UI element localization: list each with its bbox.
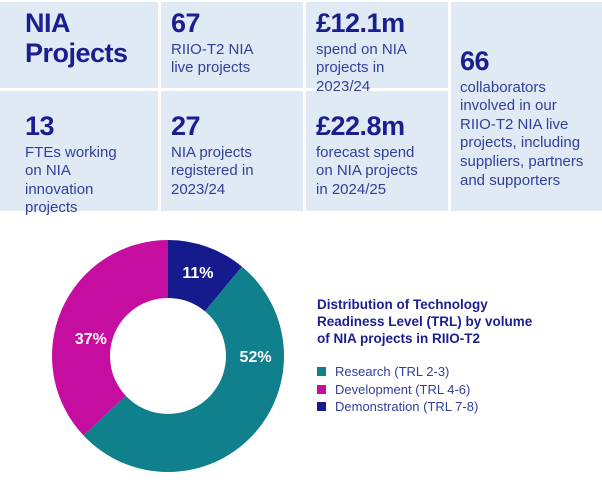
stat-spend-2023-24-value: £12.1m [316,8,405,38]
stat-forecast-spend-value: £22.8m [316,111,405,141]
chart-legend: Research (TRL 2-3) Development (TRL 4-6) D… [317,363,478,416]
legend-swatch-icon [317,367,326,377]
donut-slice-percentage-label: 11% [182,265,213,282]
stat-registered: 27 NIA projects registered in 2023/24 [161,91,303,211]
donut-slice-percentage-label: 52% [240,349,272,366]
legend-label: Research (TRL 2-3) [335,364,450,380]
stat-collaborators: 66 collaborators involved in our RIIO-T2… [451,2,602,211]
stat-forecast-spend-label: forecast spend on NIA projects in 2024/2… [316,143,418,198]
stat-live-projects-label: RIIO-T2 NIA live projects [171,40,254,77]
donut-slice-development-trl-4-6 [52,240,169,436]
stat-spend-2023-24: £12.1m spend on NIA projects in 2023/24 [306,2,448,95]
legend-swatch-icon [317,402,326,412]
legend-item: Development (TRL 4-6) [317,381,478,399]
donut-slice-research-trl-2-3 [83,266,285,473]
stat-collaborators-value: 66 [460,46,490,76]
stat-registered-value: 27 [171,111,201,141]
legend-item: Demonstration (TRL 7-8) [317,398,478,416]
legend-swatch-icon [317,384,326,394]
donut-slice-demonstration-trl-7-8 [168,240,242,312]
legend-item: Research (TRL 2-3) [317,363,478,381]
stat-live-projects-value: 67 [171,8,201,38]
stat-ftes-label: FTEs working on NIA innovation projects [25,143,117,217]
legend-label: Development (TRL 4-6) [335,381,471,397]
stat-ftes-value: 13 [25,111,55,141]
panel-title-cell: NIA Projects [0,2,158,88]
trl-donut-chart: 11% 52% 37% [52,240,285,473]
stat-spend-2023-24-label: spend on NIA projects in 2023/24 [316,40,407,95]
stat-forecast-spend: £22.8m forecast spend on NIA projects in… [306,91,448,211]
legend-label: Demonstration (TRL 7-8) [335,399,479,415]
chart-title: Distribution of Technology Readiness Lev… [317,297,533,347]
stat-live-projects: 67 RIIO-T2 NIA live projects [161,2,303,88]
stat-ftes: 13 FTEs working on NIA innovation projec… [0,91,158,216]
stats-panel: NIA Projects 67 RIIO-T2 NIA live project… [0,2,602,216]
stat-registered-label: NIA projects registered in 2023/24 [171,143,254,198]
stat-collaborators-label: collaborators involved in our RIIO-T2 NI… [460,78,584,189]
donut-slice-percentage-label: 37% [75,331,107,348]
page-title: NIA Projects [25,8,128,68]
